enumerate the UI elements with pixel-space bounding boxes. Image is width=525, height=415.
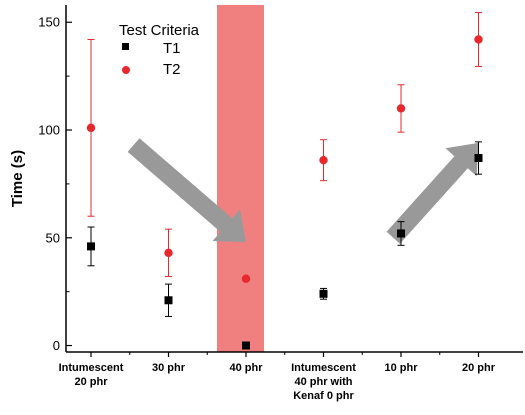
data-point	[87, 242, 95, 251]
series-t2	[86, 12, 483, 283]
highlight-band	[217, 5, 264, 352]
x-tick-label: 20 phr	[462, 362, 496, 374]
data-point	[319, 289, 328, 298]
data-point	[241, 274, 251, 283]
y-tick-label: 150	[38, 15, 60, 30]
arrow-layer	[127, 138, 479, 244]
legend-label-t2: T2	[163, 61, 181, 78]
trend-arrow-1	[127, 138, 246, 243]
x-tick-label: 10 phr	[384, 362, 418, 374]
series-t1	[87, 141, 483, 350]
data-point	[397, 229, 405, 238]
data-point	[474, 35, 483, 44]
y-tick-label: 50	[46, 230, 60, 245]
x-tick-label: 30 phr	[152, 362, 186, 374]
data-point	[474, 154, 483, 163]
data-point	[242, 341, 250, 350]
x-tick-label: Intumescent 40 phr with Kenaf 0 phr	[291, 362, 356, 402]
data-point	[86, 123, 96, 133]
legend-label-t1: T1	[163, 40, 181, 57]
data-point	[164, 248, 173, 258]
x-tick-label: 40 phr	[229, 362, 263, 374]
legend-marker-t1	[122, 43, 129, 50]
data-marks	[86, 12, 483, 350]
y-tick-label: 0	[53, 338, 60, 353]
highlight-layer	[217, 5, 264, 352]
legend-title: Test Criteria	[119, 22, 200, 39]
data-point	[396, 104, 406, 113]
legend-marker-t2	[122, 66, 130, 74]
data-point	[164, 296, 173, 305]
legend: Test Criteria T1 T2	[119, 22, 200, 78]
axes: 0 50 100 150 Intumescent 20 phr 30 phr 40 phr In…	[9, 5, 523, 402]
trend-arrow-2	[386, 142, 479, 244]
data-point	[319, 155, 328, 165]
x-tick-label: Intumescent 20 phr	[59, 362, 124, 388]
y-axis-title: Time (s)	[9, 150, 26, 207]
y-tick-label: 100	[38, 123, 60, 138]
